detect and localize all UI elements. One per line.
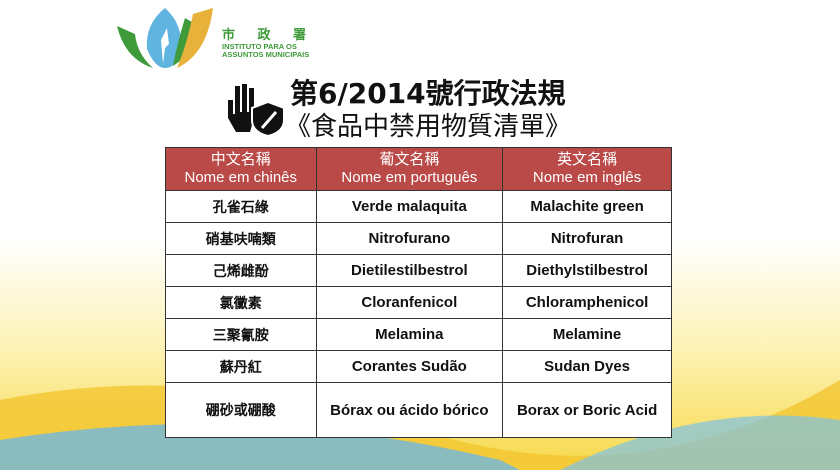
name-english: Diethylstilbestrol <box>502 254 672 287</box>
name-english: Borax or Boric Acid <box>502 382 672 438</box>
header-pt: Nome em chinês <box>184 169 298 186</box>
name-english: Nitrofuran <box>502 222 672 255</box>
name-chinese: 硝基呋喃類 <box>165 222 317 255</box>
table-row: 氯黴素 Cloranfenicol Chloramphenicol <box>165 286 672 319</box>
name-chinese: 蘇丹紅 <box>165 350 317 383</box>
table-row: 硝基呋喃類 Nitrofurano Nitrofuran <box>165 222 672 255</box>
name-english: Sudan Dyes <box>502 350 672 383</box>
column-header: 英文名稱 Nome em inglês <box>502 147 672 191</box>
logo-pt-2: ASSUNTOS MUNICIPAIS <box>222 50 310 59</box>
name-portuguese: Dietilestilbestrol <box>315 254 504 287</box>
name-chinese: 三聚氰胺 <box>165 318 317 351</box>
name-chinese: 己烯雌酚 <box>165 254 317 287</box>
table-row: 孔雀石綠 Verde malaquita Malachite green <box>165 190 672 223</box>
table-row: 硼砂或硼酸 Bórax ou ácido bórico Borax or Boric… <box>165 382 672 438</box>
table-row: 蘇丹紅 Corantes Sudão Sudan Dyes <box>165 350 672 383</box>
name-english: Malachite green <box>502 190 672 223</box>
name-portuguese: Cloranfenicol <box>315 286 504 319</box>
name-chinese: 孔雀石綠 <box>165 190 317 223</box>
header-pt: Nome em português <box>341 169 478 186</box>
header-cn: 英文名稱 <box>557 151 618 168</box>
name-english: Melamine <box>502 318 672 351</box>
header-cn: 中文名稱 <box>210 151 271 168</box>
name-portuguese: Nitrofurano <box>315 222 504 255</box>
name-portuguese: Melamina <box>315 318 504 351</box>
title-regulation: 第6/2014號行政法規 <box>290 77 566 110</box>
title-list: 《食品中禁用物質清單》 <box>285 112 572 142</box>
table-row: 己烯雌酚 Dietilestilbestrol Diethylstilbestrol <box>165 254 672 287</box>
logo-text: 市 政 署 INSTITUTO PARA OS ASSUNTOS MUNICIP… <box>222 24 315 59</box>
column-header: 中文名稱 Nome em chinês <box>165 147 317 191</box>
iam-logo <box>117 8 213 68</box>
banned-substances-table: 中文名稱 Nome em chinês 葡文名稱 Nome em português 英… <box>165 147 672 438</box>
header-cn: 葡文名稱 <box>379 151 440 168</box>
table-header: 中文名稱 Nome em chinês 葡文名稱 Nome em português 英… <box>165 147 672 191</box>
name-english: Chloramphenicol <box>502 286 672 319</box>
name-portuguese: Corantes Sudão <box>315 350 504 383</box>
header-pt: Nome em inglês <box>532 169 642 186</box>
name-portuguese: Bórax ou ácido bórico <box>315 382 504 438</box>
column-header: 葡文名稱 Nome em português <box>315 147 504 191</box>
name-portuguese: Verde malaquita <box>315 190 504 223</box>
hand-stop-icon <box>228 84 285 136</box>
logo-pt-1: INSTITUTO PARA OS <box>222 42 297 51</box>
table-row: 三聚氰胺 Melamina Melamine <box>165 318 672 351</box>
name-chinese: 硼砂或硼酸 <box>165 382 317 438</box>
logo-cn: 市 政 署 <box>222 28 316 43</box>
name-chinese: 氯黴素 <box>165 286 317 319</box>
